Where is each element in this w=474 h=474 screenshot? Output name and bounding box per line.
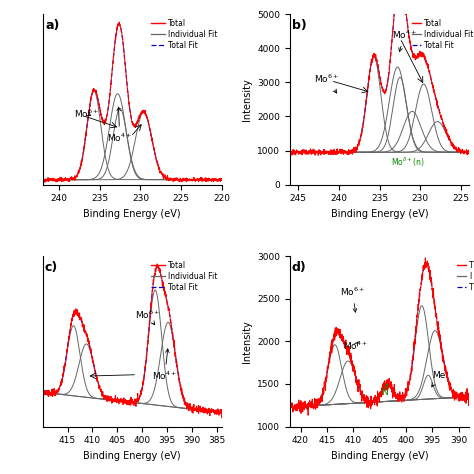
Legend: Total, Individual Fit, Total Fit: Total, Individual Fit, Total Fit	[411, 18, 474, 50]
Text: Mo$^{6+}$: Mo$^{6+}$	[135, 308, 160, 325]
Text: Mo$^{4+}$: Mo$^{4+}$	[392, 28, 417, 52]
Y-axis label: Intensity: Intensity	[242, 320, 252, 363]
Text: N: N	[382, 384, 388, 397]
Text: c): c)	[44, 261, 57, 274]
Text: Mo$^{4+}$: Mo$^{4+}$	[343, 339, 368, 352]
Text: Mo$^{6+}$: Mo$^{6+}$	[340, 286, 365, 312]
Text: Me: Me	[432, 371, 446, 387]
Text: Mo$^{6+}$: Mo$^{6+}$	[73, 107, 99, 119]
Text: b): b)	[292, 19, 306, 32]
X-axis label: Binding Energy (eV): Binding Energy (eV)	[83, 451, 181, 461]
Text: Mo$^{4+}$: Mo$^{4+}$	[152, 349, 177, 383]
Legend: T, I, T: T, I, T	[456, 260, 474, 292]
X-axis label: Binding Energy (eV): Binding Energy (eV)	[331, 451, 428, 461]
Text: Mo$^{4+}$: Mo$^{4+}$	[107, 107, 132, 144]
Legend: Total, Individual Fit, Total Fit: Total, Individual Fit, Total Fit	[150, 18, 218, 50]
X-axis label: Binding Energy (eV): Binding Energy (eV)	[331, 209, 428, 219]
Y-axis label: Intensity: Intensity	[242, 78, 252, 121]
Legend: Total, Individual Fit, Total Fit: Total, Individual Fit, Total Fit	[150, 260, 218, 292]
Text: a): a)	[45, 19, 59, 32]
Text: Mo$^{6+}$: Mo$^{6+}$	[314, 73, 339, 93]
Text: Mo$^{\delta+}$(n): Mo$^{\delta+}$(n)	[392, 155, 425, 169]
Text: d): d)	[291, 261, 306, 274]
X-axis label: Binding Energy (eV): Binding Energy (eV)	[83, 209, 181, 219]
